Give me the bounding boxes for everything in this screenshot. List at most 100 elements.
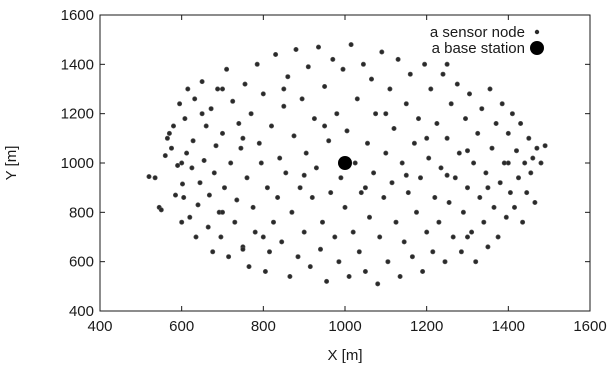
sensor-node-point: [190, 138, 196, 144]
sensor-node-point: [220, 130, 226, 136]
sensor-node-point: [448, 101, 454, 107]
sensor-node-point: [254, 61, 260, 67]
sensor-node-point: [491, 204, 497, 210]
sensor-node-point: [293, 46, 299, 52]
sensor-node-point: [146, 174, 152, 180]
sensor-node-point: [471, 160, 477, 166]
sensor-node-point: [354, 96, 360, 102]
sensor-node-point: [513, 148, 519, 154]
sensor-node-point: [189, 165, 195, 171]
sensor-node-point: [291, 133, 297, 139]
sensor-node-point: [232, 219, 238, 225]
sensor-node-point: [192, 96, 198, 102]
y-axis-label: Y [m]: [3, 146, 20, 181]
sensor-node-point: [424, 135, 430, 141]
sensor-node-point: [336, 259, 342, 265]
sensor-node-point: [307, 264, 313, 270]
x-tick-label: 1400: [492, 318, 525, 335]
sensor-node-point: [158, 207, 164, 213]
sensor-node-point: [505, 160, 511, 166]
sensor-node-point: [169, 145, 175, 151]
sensor-node-point: [240, 135, 246, 141]
sensor-node-point: [485, 185, 491, 191]
sensor-node-point: [434, 121, 440, 127]
sensor-node-point: [246, 264, 252, 270]
sensor-node-point: [301, 172, 307, 178]
sensor-node-point: [534, 145, 540, 151]
sensor-node-point: [180, 181, 186, 187]
axis-ticks: 400 600 800 1000 1200 1400 1600 400 600 800 1000 12…: [61, 7, 607, 335]
sensor-node-point: [495, 234, 501, 240]
sensor-node-point: [499, 101, 505, 107]
sensor-node-point: [285, 74, 291, 80]
sensor-node-point: [281, 86, 287, 92]
sensor-node-point: [350, 229, 356, 235]
sensor-node-point: [462, 116, 468, 122]
sensor-node-point: [162, 153, 168, 159]
sensor-node-point: [182, 116, 188, 122]
sensor-node-point: [195, 202, 201, 208]
sensor-node-point: [456, 150, 462, 156]
sensor-node-point: [373, 111, 379, 117]
x-axis-label: X [m]: [327, 347, 362, 364]
sensor-node-point: [473, 259, 479, 265]
data-points: [146, 42, 548, 287]
sensor-node-point: [420, 268, 426, 274]
sensor-node-point: [230, 98, 236, 104]
sensor-node-point: [377, 234, 383, 240]
sensor-node-point: [266, 249, 272, 255]
sensor-node-point: [436, 219, 442, 225]
sensor-node-point: [208, 106, 214, 112]
sensor-node-point: [511, 204, 517, 210]
sensor-node-point: [206, 192, 212, 198]
y-tick-label: 1400: [61, 56, 94, 73]
sensor-node-point: [454, 81, 460, 87]
sensor-node-point: [381, 195, 387, 201]
sensor-node-point: [260, 91, 266, 97]
sensor-node-point: [226, 254, 232, 260]
sensor-node-point: [224, 66, 230, 72]
sensor-node-point: [387, 86, 393, 92]
sensor-node-point: [268, 123, 274, 129]
sensor-node-point: [503, 214, 509, 220]
sensor-node-point: [238, 145, 244, 151]
sensor-node-point: [526, 135, 532, 141]
sensor-node-point: [273, 51, 279, 57]
sensor-node-point: [152, 175, 158, 181]
sensor-node-point: [368, 76, 374, 82]
sensor-node-point: [489, 145, 495, 151]
sensor-node-point: [411, 140, 417, 146]
sensor-node-point: [244, 175, 250, 181]
x-tick-label: 600: [169, 318, 194, 335]
legend-sensor-node-marker: [534, 29, 540, 35]
x-tick-label: 1200: [410, 318, 443, 335]
sensor-node-point: [201, 158, 207, 164]
sensor-node-point: [256, 140, 262, 146]
sensor-node-point: [407, 71, 413, 77]
sensor-node-point: [305, 64, 311, 70]
sensor-node-point: [309, 195, 315, 201]
sensor-node-point: [270, 219, 276, 225]
sensor-node-point: [362, 185, 368, 191]
sensor-node-point: [326, 138, 332, 144]
x-tick-label: 400: [87, 318, 112, 335]
sensor-node-point: [215, 86, 221, 92]
sensor-node-point: [220, 86, 226, 92]
sensor-node-point: [483, 170, 489, 176]
sensor-node-point: [279, 239, 285, 245]
sensor-node-point: [220, 209, 226, 215]
sensor-node-point: [228, 160, 234, 166]
sensor-node-point: [328, 190, 334, 196]
sensor-node-point: [542, 143, 548, 149]
sensor-node-point: [275, 195, 281, 201]
sensor-node-point: [338, 175, 344, 181]
sensor-node-point: [371, 170, 377, 176]
sensor-node-point: [322, 123, 328, 129]
sensor-node-point: [330, 56, 336, 62]
sensor-node-point: [317, 246, 323, 252]
sensor-node-point: [444, 61, 450, 67]
sensor-node-point: [422, 61, 428, 67]
sensor-node-point: [213, 143, 219, 149]
sensor-node-point: [464, 148, 470, 154]
sensor-node-point: [487, 86, 493, 92]
